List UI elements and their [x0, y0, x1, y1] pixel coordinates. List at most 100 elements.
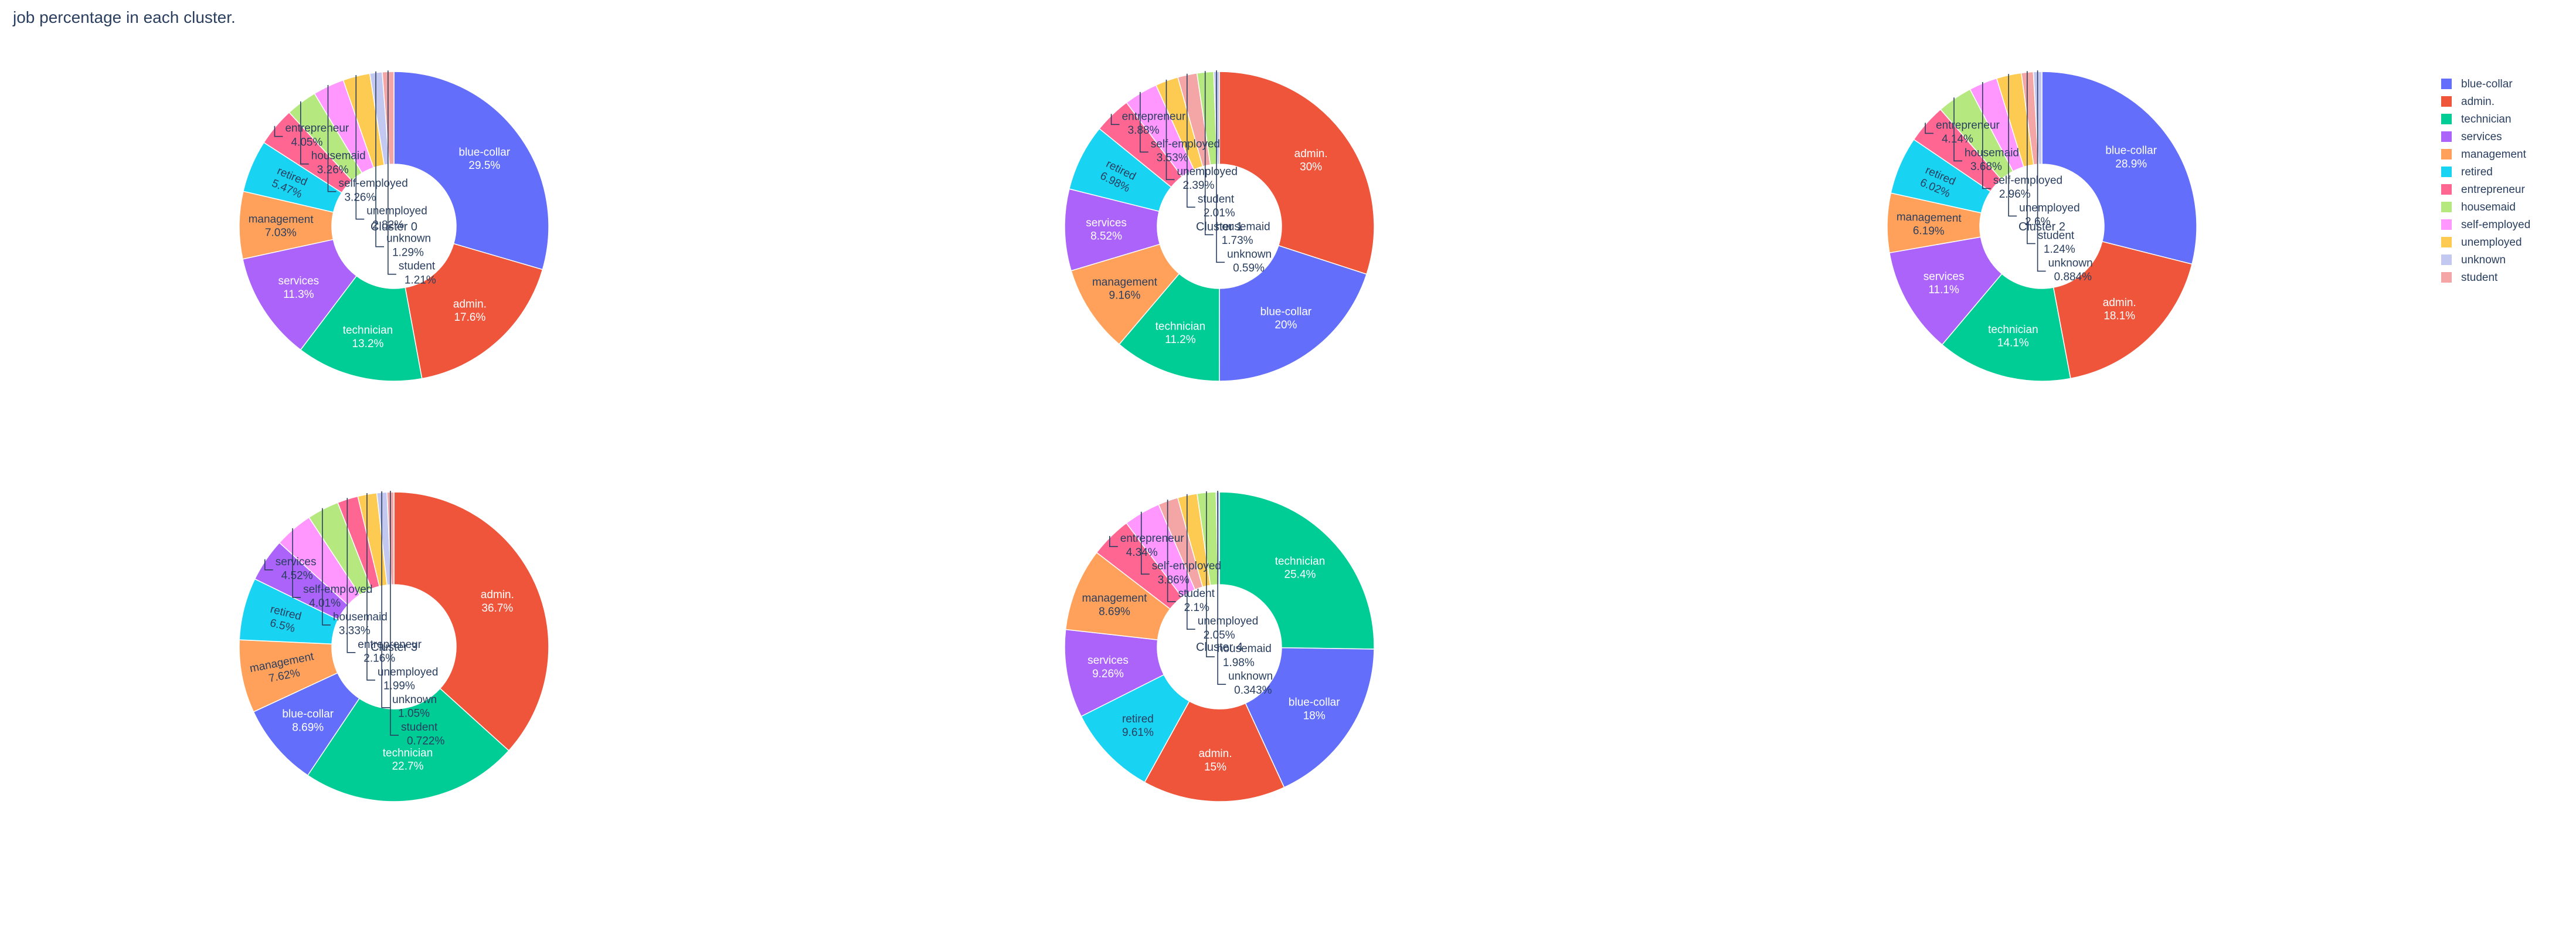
outside-label-unemployed: unemployed 1.99%	[378, 666, 439, 693]
outside-label-entrepreneur: entrepreneur 2.16%	[358, 639, 422, 665]
pie-cluster-0: blue-collar 29.5% admin. 17.6% technician 13.…	[239, 70, 549, 382]
legend-item-services[interactable]: services	[2441, 131, 2502, 143]
outside-label-entrepreneur: entrepreneur 4.14%	[1936, 119, 2000, 145]
slice-label-blue-collar: blue-collar 18%	[1289, 697, 1340, 722]
legend-label: entrepreneur	[2461, 184, 2525, 196]
center-label: Cluster 1	[1196, 220, 1243, 233]
legend-swatch	[2441, 114, 2452, 124]
slice-services	[242, 239, 358, 351]
slice-label-services: services 8.52%	[1086, 217, 1127, 243]
leader-line-self-employed	[292, 528, 301, 598]
slice-blue-collar	[1245, 647, 1375, 788]
outside-label-unemployed: unemployed 2.39%	[1177, 165, 1238, 192]
outside-label-housemaid: housemaid 1.98%	[1217, 643, 1272, 669]
outside-label-housemaid: housemaid 3.68%	[1965, 147, 2019, 173]
slice-admin	[1219, 71, 1375, 275]
legend-swatch	[2441, 96, 2452, 107]
pie-cluster-2: blue-collar 28.9% admin. 18.1% technician 14.…	[1887, 70, 2197, 382]
slice-label-blue-collar: blue-collar 28.9%	[2105, 145, 2157, 171]
leader-line-unknown	[375, 71, 385, 247]
leader-line-unknown	[1216, 70, 1225, 263]
leader-line-unemployed	[1187, 494, 1195, 630]
outside-label-student: student 1.24%	[2038, 229, 2075, 256]
outside-label-entrepreneur: entrepreneur 3.88%	[1122, 110, 1186, 137]
outside-label-housemaid: housemaid 3.33%	[333, 611, 388, 637]
legend-swatch	[2441, 184, 2452, 195]
leader-line-unemployed	[366, 493, 375, 681]
outside-label-unemployed: unemployed 2.6%	[2019, 202, 2080, 228]
legend-item-entrepreneur[interactable]: entrepreneur	[2441, 184, 2525, 196]
legend-swatch	[2441, 254, 2452, 265]
slice-label-blue-collar: blue-collar 29.5%	[459, 146, 511, 172]
leader-line-unknown	[381, 491, 390, 708]
legend-label: retired	[2461, 166, 2493, 178]
leader-line-student	[388, 70, 396, 275]
slice-technician	[1219, 491, 1375, 650]
outside-label-housemaid: housemaid 1.73%	[1216, 220, 1270, 247]
legend-item-housemaid[interactable]: housemaid	[2441, 201, 2516, 213]
leader-line-unemployed	[2008, 74, 2017, 217]
legend-label: admin.	[2461, 96, 2495, 108]
legend-label: housemaid	[2461, 201, 2516, 213]
slice-technician	[1119, 273, 1220, 382]
slice-label-services: services 9.26%	[1088, 654, 1129, 680]
slice-label-admin: admin. 15%	[1198, 748, 1232, 773]
legend-swatch	[2441, 167, 2452, 177]
slice-label-technician: technician 22.7%	[383, 747, 433, 773]
slice-label-services: services 11.3%	[278, 275, 319, 301]
legend-label: blue-collar	[2461, 78, 2513, 90]
slice-services	[1889, 236, 2003, 345]
leader-line-student	[2027, 71, 2035, 245]
legend-item-self-employed[interactable]: self-employed	[2441, 219, 2530, 231]
leader-line-housemaid	[322, 508, 331, 626]
outside-label-self-employed: self-employed 3.26%	[338, 178, 407, 204]
leader-line-unknown	[1217, 491, 1226, 685]
legend-item-blue-collar[interactable]: blue-collar	[2441, 78, 2513, 90]
pie-cluster-1: admin. 30% blue-collar 20% technician 11.2% ma…	[1064, 70, 1375, 382]
leader-line-self-employed	[327, 84, 337, 192]
outside-label-student: student 2.01%	[1198, 193, 1235, 219]
outside-label-housemaid: housemaid 3.26%	[311, 150, 366, 177]
slice-label-retired: retired 9.61%	[1122, 713, 1154, 739]
legend-swatch	[2441, 219, 2452, 230]
legend-item-admin[interactable]: admin.	[2441, 96, 2495, 108]
center-label: Cluster 3	[371, 641, 417, 654]
legend-item-unknown[interactable]: unknown	[2441, 254, 2506, 266]
slice-technician	[300, 275, 423, 382]
legend-swatch	[2441, 272, 2452, 283]
outside-label-unknown: unknown 0.884%	[2048, 257, 2093, 283]
legend-item-unemployed[interactable]: unemployed	[2441, 236, 2522, 249]
legend-swatch	[2441, 237, 2452, 247]
legend-label: services	[2461, 131, 2502, 143]
slice-label-management: management 7.03%	[248, 213, 314, 239]
slice-admin	[405, 243, 543, 379]
slice-admin	[1144, 700, 1285, 802]
leader-line-entrepreneur	[1109, 536, 1118, 547]
slice-label-blue-collar: blue-collar 20%	[1260, 306, 1312, 331]
outside-label-self-employed: self-employed 3.53%	[1151, 138, 1220, 164]
slice-label-technician: technician 13.2%	[343, 324, 393, 350]
outside-label-student: student 2.1%	[1178, 588, 1215, 614]
legend-item-student[interactable]: student	[2441, 271, 2498, 284]
outside-label-unknown: unknown 0.343%	[1228, 670, 1273, 697]
outside-label-unemployed: unemployed 2.05%	[1198, 615, 1259, 642]
legend-item-technician[interactable]: technician	[2441, 113, 2512, 125]
leader-line-housemaid	[1953, 97, 1963, 162]
outside-label-entrepreneur: entrepreneur 4.05%	[285, 123, 349, 149]
legend-swatch	[2441, 79, 2452, 89]
outside-label-student: student 1.21%	[399, 260, 436, 287]
slice-label-management: management6.19%	[1896, 211, 1962, 238]
legend-label: self-employed	[2461, 219, 2530, 231]
pie-cluster-3: admin. 36.7% technician 22.7% blue-collar 8.6…	[239, 491, 549, 802]
outside-label-student: student 0.722%	[401, 721, 445, 748]
outside-label-entrepreneur: entrepreneur 4.34%	[1120, 532, 1184, 559]
legend-swatch	[2441, 149, 2452, 159]
leader-line-student	[1187, 73, 1195, 208]
legend-label: unknown	[2461, 254, 2506, 266]
legend-item-management[interactable]: management	[2441, 148, 2527, 161]
leader-line-self-employed	[1140, 511, 1150, 575]
legend-label: management	[2461, 148, 2527, 161]
slice-admin	[2052, 240, 2193, 379]
slice-label-technician: technician 11.2%	[1156, 320, 1206, 346]
legend-item-retired[interactable]: retired	[2441, 166, 2493, 178]
